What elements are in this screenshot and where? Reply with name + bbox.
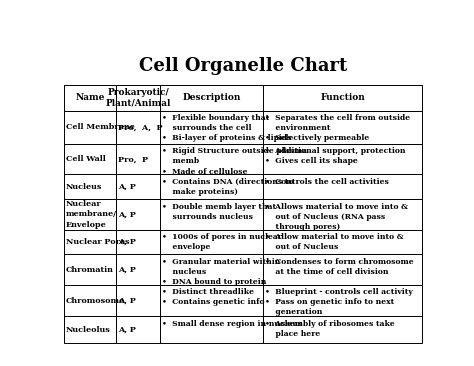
Bar <box>116 175 160 199</box>
Bar <box>160 111 263 144</box>
Text: Pro,  P: Pro, P <box>118 155 148 163</box>
Bar <box>160 85 263 111</box>
Text: •  Blueprint - controls cell activity
•  Pass on genetic info to next
    genera: • Blueprint - controls cell activity • P… <box>265 288 413 317</box>
Text: Chromatin: Chromatin <box>66 266 114 274</box>
Bar <box>64 111 116 144</box>
Text: Nuclear Pores: Nuclear Pores <box>66 238 129 246</box>
Text: Cell Wall: Cell Wall <box>66 155 106 163</box>
Text: Nucleus: Nucleus <box>66 183 102 191</box>
Bar <box>64 85 116 111</box>
Bar <box>116 111 160 144</box>
Text: •  Small dense region in nucleus: • Small dense region in nucleus <box>162 320 302 328</box>
Text: A, P: A, P <box>118 183 136 191</box>
Bar <box>64 229 116 254</box>
Bar <box>160 254 263 285</box>
Bar <box>263 85 422 111</box>
Text: •  1000s of pores in nuclear
    envelope: • 1000s of pores in nuclear envelope <box>162 233 282 251</box>
Text: Prokaryotic/
Plant/Animal: Prokaryotic/ Plant/Animal <box>106 87 171 108</box>
Text: •  Controls the cell activities: • Controls the cell activities <box>265 178 389 186</box>
Bar <box>160 175 263 199</box>
Bar <box>263 229 422 254</box>
Text: •  Distinct threadlike
•  Contains genetic info: • Distinct threadlike • Contains genetic… <box>162 288 264 306</box>
Bar <box>116 199 160 229</box>
Bar <box>116 254 160 285</box>
Bar <box>116 229 160 254</box>
Bar <box>64 175 116 199</box>
Bar <box>263 254 422 285</box>
Bar <box>160 144 263 175</box>
Text: •  Double memb layer that
    surrounds nucleus: • Double memb layer that surrounds nucle… <box>162 203 276 221</box>
Text: •  Rigid Structure outside plasma
    memb
•  Made of cellulose: • Rigid Structure outside plasma memb • … <box>162 147 307 176</box>
Text: •  Allows material to move into &
    out of Nucleus (RNA pass
    through pores: • Allows material to move into & out of … <box>265 203 408 231</box>
Bar <box>263 285 422 317</box>
Text: Nuclear
membrane/
Envelope: Nuclear membrane/ Envelope <box>66 200 117 228</box>
Text: Function: Function <box>320 93 365 102</box>
Bar <box>116 317 160 343</box>
Text: Name: Name <box>75 93 105 102</box>
Bar <box>263 144 422 175</box>
Bar <box>160 317 263 343</box>
Text: •  Granular material within
    nucleus
•  DNA bound to protein: • Granular material within nucleus • DNA… <box>162 258 281 286</box>
Text: A, P: A, P <box>118 210 136 219</box>
Bar <box>64 317 116 343</box>
Text: Cell Membrane: Cell Membrane <box>66 123 135 131</box>
Text: •  Contains DNA (directions to
    make proteins): • Contains DNA (directions to make prote… <box>162 178 293 196</box>
Text: A, P: A, P <box>118 266 136 274</box>
Text: •  Assembly of ribosomes take
    place here: • Assembly of ribosomes take place here <box>265 320 395 338</box>
Bar <box>64 199 116 229</box>
Bar <box>64 144 116 175</box>
Bar <box>160 285 263 317</box>
Text: •  Additional support, protection
•  Gives cell its shape: • Additional support, protection • Gives… <box>265 147 405 165</box>
Text: •  Allow material to move into &
    out of Nucleus: • Allow material to move into & out of N… <box>265 233 403 251</box>
Bar <box>64 254 116 285</box>
Text: A, P: A, P <box>118 326 136 334</box>
Bar <box>64 285 116 317</box>
Bar <box>116 85 160 111</box>
Text: Pro,  A,  P: Pro, A, P <box>118 123 163 131</box>
Text: A, P: A, P <box>118 238 136 246</box>
Bar <box>263 175 422 199</box>
Bar <box>263 317 422 343</box>
Bar <box>160 229 263 254</box>
Text: •  Flexible boundary that
    surrounds the cell
•  Bi-layer of proteins & lipid: • Flexible boundary that surrounds the c… <box>162 114 292 142</box>
Bar <box>263 199 422 229</box>
Bar <box>64 85 422 324</box>
Text: Chromosome: Chromosome <box>66 297 125 305</box>
Text: Description: Description <box>182 93 241 102</box>
Text: Cell Organelle Chart: Cell Organelle Chart <box>139 57 347 75</box>
Text: A, P: A, P <box>118 297 136 305</box>
Bar <box>116 285 160 317</box>
Text: •  Separates the cell from outside
    environment
•  Selectively permeable: • Separates the cell from outside enviro… <box>265 114 410 142</box>
Bar <box>263 111 422 144</box>
Text: Nucleolus: Nucleolus <box>66 326 110 334</box>
Bar <box>116 144 160 175</box>
Bar <box>160 199 263 229</box>
Text: •  Condenses to form chromosome
    at the time of cell division: • Condenses to form chromosome at the ti… <box>265 258 414 276</box>
